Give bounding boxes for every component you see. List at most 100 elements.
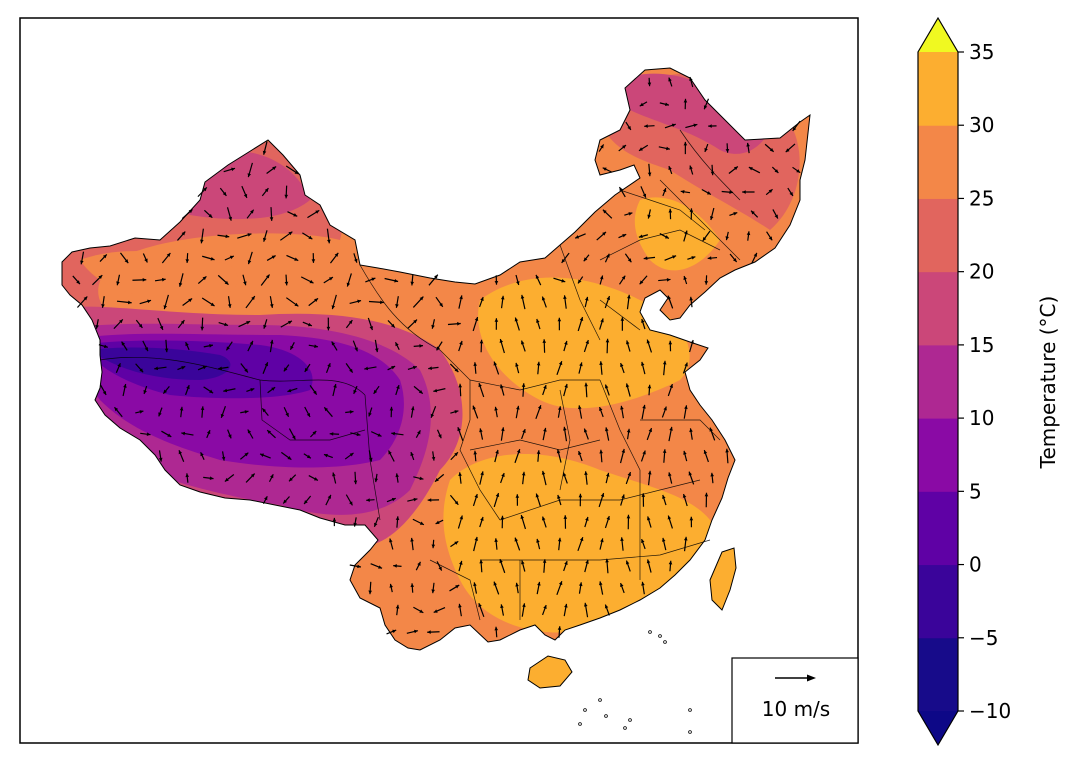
wind-arrow-head [210, 302, 215, 307]
wind-arrow-head [664, 235, 669, 239]
wind-arrow-head [626, 514, 631, 519]
wind-arrow-head [244, 410, 249, 414]
wind-arrow-head [668, 208, 673, 213]
wind-arrow-head [627, 125, 631, 130]
wind-arrow-head [369, 326, 373, 331]
wind-arrow-head [283, 367, 288, 372]
wind-arrow-head [80, 260, 84, 265]
wind-arrow-head [178, 450, 183, 455]
wind-arrow-head [668, 166, 672, 171]
wind-arrow-head [306, 413, 311, 418]
province-boundary [640, 419, 721, 441]
wind-arrow-head [103, 344, 108, 349]
wind-arrow-head [313, 477, 318, 481]
wind-arrow-head [454, 500, 459, 505]
quiver-key: 10 m/s [731, 657, 859, 744]
wind-arrow-head [244, 452, 249, 457]
colorbar-tick-label: 0 [969, 553, 982, 577]
wind-arrow-head [414, 629, 418, 634]
wind-arrow-head [605, 558, 609, 563]
wind-arrow-head [641, 539, 645, 544]
wind-arrow-head [267, 430, 272, 434]
wind-arrow-head [374, 478, 379, 483]
wind-arrow-head [357, 564, 361, 569]
wind-arrow-head [796, 169, 801, 173]
wind-arrow-head [158, 412, 162, 417]
wind-arrow-head [606, 253, 610, 258]
wind-arrow-head [418, 389, 423, 394]
wind-arrow-head [536, 450, 541, 454]
wind-arrow-head [227, 304, 232, 308]
wind-arrow-head [395, 473, 399, 478]
wind-arrow-head [625, 340, 630, 345]
wind-arrow-head [178, 282, 183, 287]
wind-arrow-head [669, 426, 673, 431]
wind-arrow-head [667, 515, 672, 520]
temperature-band-minus10-minus5 [90, 347, 231, 380]
wind-arrow-head [768, 236, 773, 241]
wind-arrow-head [262, 150, 267, 155]
wind-arrow-head [605, 338, 610, 343]
province-boundary [469, 379, 600, 391]
wind-arrow-head [599, 449, 603, 454]
wind-arrow-head [520, 340, 525, 345]
wind-arrow-head [292, 435, 296, 440]
wind-arrow-head [725, 149, 730, 153]
colorbar-extend-min [918, 711, 958, 745]
wind-arrow-head [639, 280, 644, 285]
wind-arrow-head [494, 318, 499, 322]
wind-arrow-head [395, 342, 399, 347]
wind-arrow-head [185, 259, 190, 263]
wind-arrow-head [354, 258, 358, 263]
wind-arrow-head [680, 190, 685, 194]
wind-arrow-head [329, 432, 334, 436]
wind-arrow-head [142, 278, 147, 282]
wind-arrow-head [499, 339, 504, 343]
wind-arrow-head [419, 521, 424, 525]
wind-arrow-head [642, 193, 647, 198]
wind-arrow-head [101, 304, 105, 308]
islet [604, 714, 608, 718]
wind-arrow-head [200, 239, 204, 244]
colorbar-tick-label: 15 [969, 333, 994, 357]
wind-arrow-head [647, 172, 652, 177]
wind-arrow-head [224, 280, 229, 285]
wind-arrow-head [514, 317, 519, 322]
wind-arrow-head [389, 538, 393, 543]
wind-arrow-head [224, 322, 229, 327]
wind-arrow-head [515, 362, 519, 367]
wind-arrow-head [647, 470, 652, 475]
wind-arrow-head [480, 297, 484, 302]
wind-arrow-head [585, 559, 589, 564]
wind-arrow-head [725, 236, 729, 241]
wind-arrow-head [202, 365, 207, 370]
wind-arrow-head [164, 348, 169, 353]
wind-arrow-head [647, 214, 651, 219]
wind-arrow-head [357, 299, 362, 304]
wind-arrow-head [733, 166, 738, 171]
wind-arrow-head [620, 537, 624, 542]
wind-arrow-head [535, 493, 540, 498]
colorbar-segment [918, 198, 958, 273]
wind-arrow-head [373, 389, 378, 394]
province-boundary [429, 559, 481, 621]
wind-arrow-head [368, 457, 373, 462]
quiver-key-box [731, 657, 859, 744]
wind-arrow-head [621, 448, 626, 453]
wind-arrow-head [288, 231, 293, 236]
wind-arrow-head [684, 362, 688, 367]
wind-arrow-head [326, 326, 331, 331]
wind-arrow-head [349, 452, 354, 457]
colorbar-segment [918, 418, 958, 492]
wind-arrow-head [378, 565, 383, 569]
islet [663, 640, 667, 644]
wind-arrow-head [500, 604, 504, 609]
wind-arrow-head [430, 413, 435, 418]
wind-arrow-head [495, 493, 500, 497]
wind-arrow-head [166, 253, 171, 257]
wind-arrow-head [479, 559, 483, 564]
wind-arrow-head [284, 281, 289, 286]
wind-arrow-head [702, 237, 707, 241]
wind-arrow-head [290, 345, 294, 350]
wind-arrow-head [493, 581, 497, 586]
